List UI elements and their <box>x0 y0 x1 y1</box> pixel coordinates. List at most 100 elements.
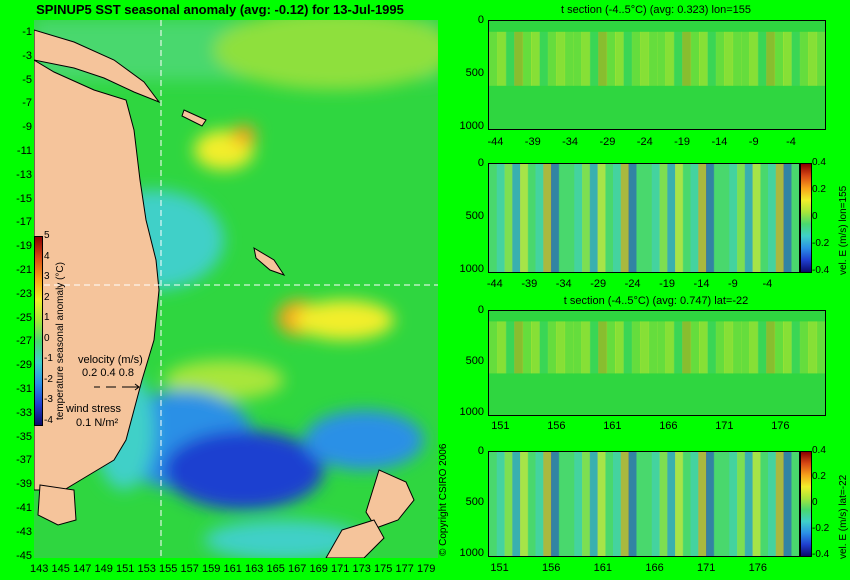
heatmap-cell <box>564 31 574 86</box>
section-x-tick: 171 <box>715 420 734 432</box>
nz-south-island <box>325 519 385 558</box>
map-lat-tick: -41 <box>16 502 32 514</box>
heatmap-cell <box>699 31 708 86</box>
map-lat-tick: -23 <box>16 287 32 300</box>
section-x-tick: 156 <box>542 562 561 574</box>
heatmap-cell <box>505 321 515 374</box>
map-lat-tick: -31 <box>16 383 32 395</box>
wind-legend-label: wind stress <box>66 403 122 415</box>
map-lon-tick: 155 <box>159 563 178 575</box>
heatmap-cell <box>497 321 507 374</box>
section-panel-title: t section (-4..5°C) (avg: 0.323) lon=155 <box>561 4 751 16</box>
section-colorbar-tick: 0.2 <box>812 184 826 195</box>
section-x-tick: -29 <box>599 136 616 148</box>
heatmap-background <box>489 21 825 129</box>
heatmap-cell <box>706 164 715 272</box>
section-colorbar <box>800 163 812 273</box>
heatmap-cell <box>640 321 650 374</box>
heatmap-cell <box>582 164 591 272</box>
section-x-tick: 176 <box>748 562 768 574</box>
map-lat-tick: -1 <box>22 26 32 38</box>
heatmap-cell <box>606 321 616 374</box>
map-lat-tick: -37 <box>16 454 32 467</box>
heatmap-cell <box>598 321 608 374</box>
section-colorbar-tick: -0.4 <box>812 265 830 276</box>
new-caledonia <box>253 246 286 276</box>
heatmap-cell <box>504 164 513 272</box>
heatmap-cell <box>556 321 566 374</box>
heatmap-cell <box>752 452 761 556</box>
section-y-tick: 1000 <box>459 406 484 418</box>
map-lon-tick: 171 <box>331 563 350 575</box>
section-y-tick: 500 <box>465 67 484 79</box>
velocity-legend-arrows <box>94 383 140 391</box>
map-colorbar-label: temperature seasonal anomaly (°C) <box>55 262 66 420</box>
map-lon-tick: 159 <box>202 563 221 575</box>
heatmap-cell <box>522 321 532 374</box>
map-colorbar-tick: 4 <box>44 250 50 262</box>
map-lat-tick: -7 <box>22 97 32 110</box>
heatmap-cell <box>715 321 725 374</box>
velocity-legend-scale: 0.2 0.4 0.8 <box>82 367 134 379</box>
map-colorbar-tick: -1 <box>44 353 53 364</box>
heatmap-cell <box>724 31 734 86</box>
map-colorbar-tick: 1 <box>44 312 50 323</box>
heatmap-cell <box>766 321 776 374</box>
heatmap-cell <box>732 321 742 374</box>
heatmap-cell <box>543 164 552 272</box>
heatmap-cell <box>566 164 575 272</box>
map-colorbar-tick: -2 <box>44 373 53 385</box>
heatmap-cell <box>504 452 513 556</box>
map-colorbar-tick: 2 <box>44 291 50 303</box>
sst-anomaly-map <box>34 20 438 558</box>
section-colorbar-label: vel. E (m/s) lon=155 <box>838 185 849 275</box>
heatmap-cell <box>783 164 792 272</box>
map-lon-tick: 143 <box>30 563 49 575</box>
heatmap-cell <box>539 31 549 86</box>
heatmap-cell <box>667 164 676 272</box>
heatmap-cell <box>514 321 524 374</box>
heatmap-cell <box>659 452 668 556</box>
heatmap-cell <box>757 31 767 86</box>
heatmap-cell <box>774 321 784 374</box>
heatmap-cell <box>690 452 699 556</box>
heatmap-cell <box>808 31 818 86</box>
heatmap-cell <box>682 31 692 86</box>
section-y-tick: 1000 <box>459 547 484 559</box>
map-anomaly-field <box>34 20 438 558</box>
heatmap-cell <box>783 452 792 556</box>
heatmap-cell <box>551 452 560 556</box>
heatmap-cell <box>657 321 666 374</box>
heatmap-cell <box>757 321 767 374</box>
map-lat-tick: -5 <box>22 73 32 86</box>
map-lon-tick: 149 <box>94 563 113 575</box>
heatmap-cell <box>514 31 524 86</box>
heatmap-cell <box>496 164 505 272</box>
heatmap-cell <box>713 452 722 556</box>
heatmap-cell <box>665 31 675 86</box>
heatmap-cell <box>732 31 742 86</box>
section-x-tick: -9 <box>748 136 759 148</box>
heatmap-cell <box>613 164 622 272</box>
copyright-notice: © Copyright CSIRO 2006 <box>438 443 449 556</box>
section-x-tick: -34 <box>555 278 572 290</box>
map-lat-tick: -43 <box>16 525 32 538</box>
heatmap-cell <box>589 321 599 374</box>
map-lon-tick: 175 <box>374 563 393 575</box>
heatmap-cell <box>605 164 614 272</box>
heatmap-cell <box>636 164 645 272</box>
section-x-tick: 161 <box>593 562 613 574</box>
heatmap-cell <box>606 31 616 86</box>
section-x-tick: 161 <box>603 420 622 432</box>
heatmap-cell <box>574 452 583 556</box>
heatmap-cell <box>558 452 567 556</box>
png-landmass <box>34 29 161 104</box>
heatmap-cell <box>539 321 549 374</box>
map-lat-tick: -25 <box>16 311 32 324</box>
heatmap-cell <box>623 31 633 86</box>
heatmap-cell <box>520 452 529 556</box>
heatmap-cell <box>582 452 591 556</box>
heatmap-cell <box>715 31 725 86</box>
map-lat-tick: -33 <box>16 406 32 419</box>
section-x-tick: -39 <box>521 278 538 290</box>
